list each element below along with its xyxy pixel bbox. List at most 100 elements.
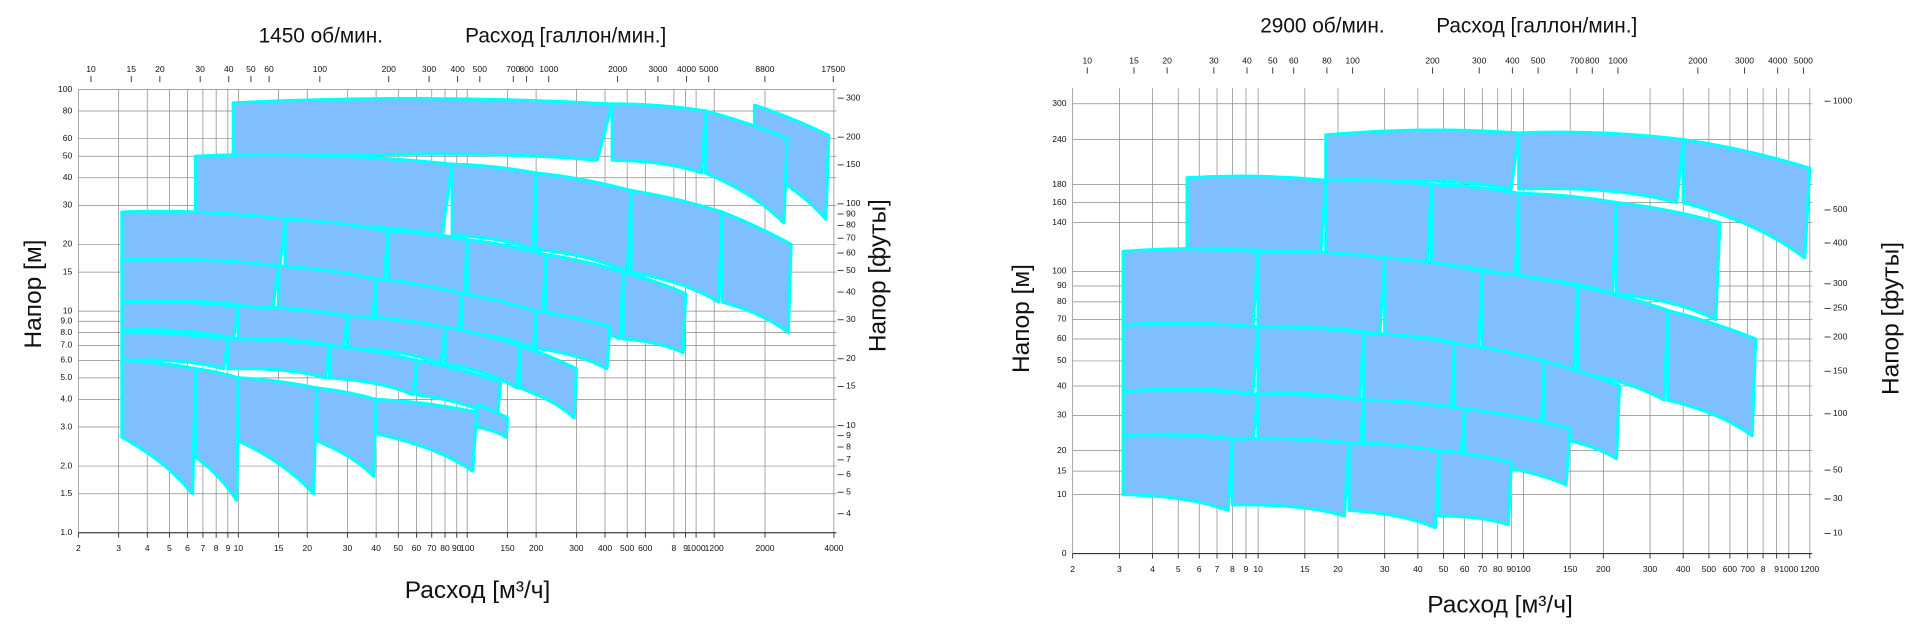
x-tick-label: 8 (1230, 564, 1235, 574)
x-tick-label: 7 (201, 543, 206, 553)
x-tick-label: 5 (1176, 564, 1181, 574)
y2-tick-label: 60 (846, 247, 856, 257)
x2-tick-label: 100 (313, 64, 328, 74)
pump-tile (1256, 325, 1366, 402)
y-tick-label: 80 (63, 105, 73, 115)
pump-tile (236, 376, 319, 496)
pump-tile (1324, 178, 1434, 267)
x-tick-label: 600 (1723, 564, 1738, 574)
y2-tick-label: 300 (1833, 278, 1848, 288)
x-tick-label: 30 (1380, 564, 1390, 574)
y2-tick-label: 200 (846, 131, 861, 141)
x-tick-label: 50 (1439, 564, 1449, 574)
y2-tick-label: 6 (846, 469, 851, 479)
y2-axis-title: Напор [футы] (1877, 242, 1904, 395)
x-tick-label: 6 (185, 543, 190, 553)
y2-tick-label: 30 (846, 314, 856, 324)
y2-tick-label: 100 (846, 198, 861, 208)
x-tick-label: 400 (1676, 564, 1691, 574)
y-tick-label: 15 (63, 266, 73, 276)
x2-tick-label: 3000 (648, 64, 667, 74)
y2-tick-label: 300 (846, 92, 861, 102)
x2-tick-label: 200 (382, 64, 397, 74)
y-tick-label: 60 (63, 133, 73, 143)
y-tick-label: 90 (1057, 280, 1067, 290)
pump-tile (1614, 201, 1722, 322)
y2-tick-label: 100 (1833, 408, 1848, 418)
chart-title: 1450 об/мин. (259, 24, 383, 47)
x2-tick-label: 700 (1570, 56, 1585, 66)
pump-tile (534, 309, 612, 371)
y-tick-label: 40 (63, 172, 73, 182)
x2-tick-label: 17500 (821, 64, 845, 74)
x-tick-label: 80 (1493, 564, 1503, 574)
x-tick-label: 40 (371, 543, 381, 553)
pump-tile (374, 397, 479, 473)
y2-tick-label: 400 (1833, 237, 1848, 247)
x2-tick-label: 400 (1505, 56, 1520, 66)
pump-tile (226, 337, 332, 380)
x-tick-label: 3 (116, 543, 121, 553)
x-tick-label: 300 (1643, 564, 1658, 574)
x-tick-label: 9 (1774, 564, 1779, 574)
x-tick-label: 30 (343, 543, 353, 553)
pump-tile (610, 102, 708, 175)
x-tick-label: 150 (1563, 564, 1578, 574)
x-tick-label: 10 (1253, 564, 1263, 574)
y-tick-label: 160 (1052, 197, 1067, 207)
x2-tick-label: 20 (1162, 56, 1172, 66)
x2-tick-label: 4000 (677, 64, 696, 74)
x2-tick-label: 40 (1242, 56, 1252, 66)
x-tick-label: 8 (1761, 564, 1766, 574)
pump-tile (443, 325, 522, 390)
pump-tile (327, 343, 419, 397)
y-tick-label: 10 (63, 305, 73, 315)
x-tick-label: 10 (234, 543, 244, 553)
pump-tile (1121, 433, 1234, 512)
x-tick-label: 9 (225, 543, 230, 553)
x-tick-label: 150 (500, 543, 515, 553)
y2-tick-label: 200 (1833, 331, 1848, 341)
y-tick-label: 80 (1057, 296, 1067, 306)
y-tick-label: 240 (1052, 134, 1067, 144)
pump-tile (1230, 436, 1351, 518)
pump-tile (193, 367, 240, 502)
x2-tick-label: 50 (246, 64, 256, 74)
x-tick-label: 15 (1300, 564, 1310, 574)
x2-tick-label: 1000 (1608, 56, 1627, 66)
y2-tick-label: 30 (1833, 493, 1843, 503)
x2-axis-title: Расход [галлон/мин.] (465, 24, 666, 47)
x2-tick-label: 200 (1425, 56, 1440, 66)
y-tick-label: 300 (1052, 98, 1067, 108)
x-tick-label: 9 (683, 543, 688, 553)
x2-tick-label: 700 (506, 64, 521, 74)
x2-tick-label: 80 (1322, 56, 1332, 66)
x-tick-label: 1000 (687, 543, 706, 553)
x-tick-label: 1000 (1779, 564, 1798, 574)
x2-tick-label: 1000 (539, 64, 558, 74)
y-tick-label: 50 (1057, 355, 1067, 365)
x-tick-label: 1200 (705, 543, 724, 553)
pump-tile (120, 330, 230, 371)
y-axis-title: Напор [м] (20, 240, 47, 349)
x-tick-label: 8 (672, 543, 677, 553)
x2-tick-label: 5000 (699, 64, 718, 74)
x-tick-label: 7 (1215, 564, 1220, 574)
y-tick-label: 0 (1062, 548, 1067, 558)
y-tick-label: 8.0 (60, 327, 72, 337)
x2-tick-label: 100 (1345, 56, 1360, 66)
x2-tick-label: 300 (1472, 56, 1487, 66)
x-tick-label: 90 (452, 543, 462, 553)
x-tick-label: 20 (1333, 564, 1343, 574)
x-tick-label: 9 (1244, 564, 1249, 574)
y2-tick-label: 90 (846, 208, 856, 218)
y2-tick-label: 4 (846, 508, 851, 518)
x-tick-label: 6 (1197, 564, 1202, 574)
pump-tile (1437, 448, 1513, 527)
y-tick-label: 140 (1052, 217, 1067, 227)
x-tick-label: 50 (394, 543, 404, 553)
y-tick-label: 3.0 (60, 421, 72, 431)
x2-tick-label: 15 (127, 64, 137, 74)
